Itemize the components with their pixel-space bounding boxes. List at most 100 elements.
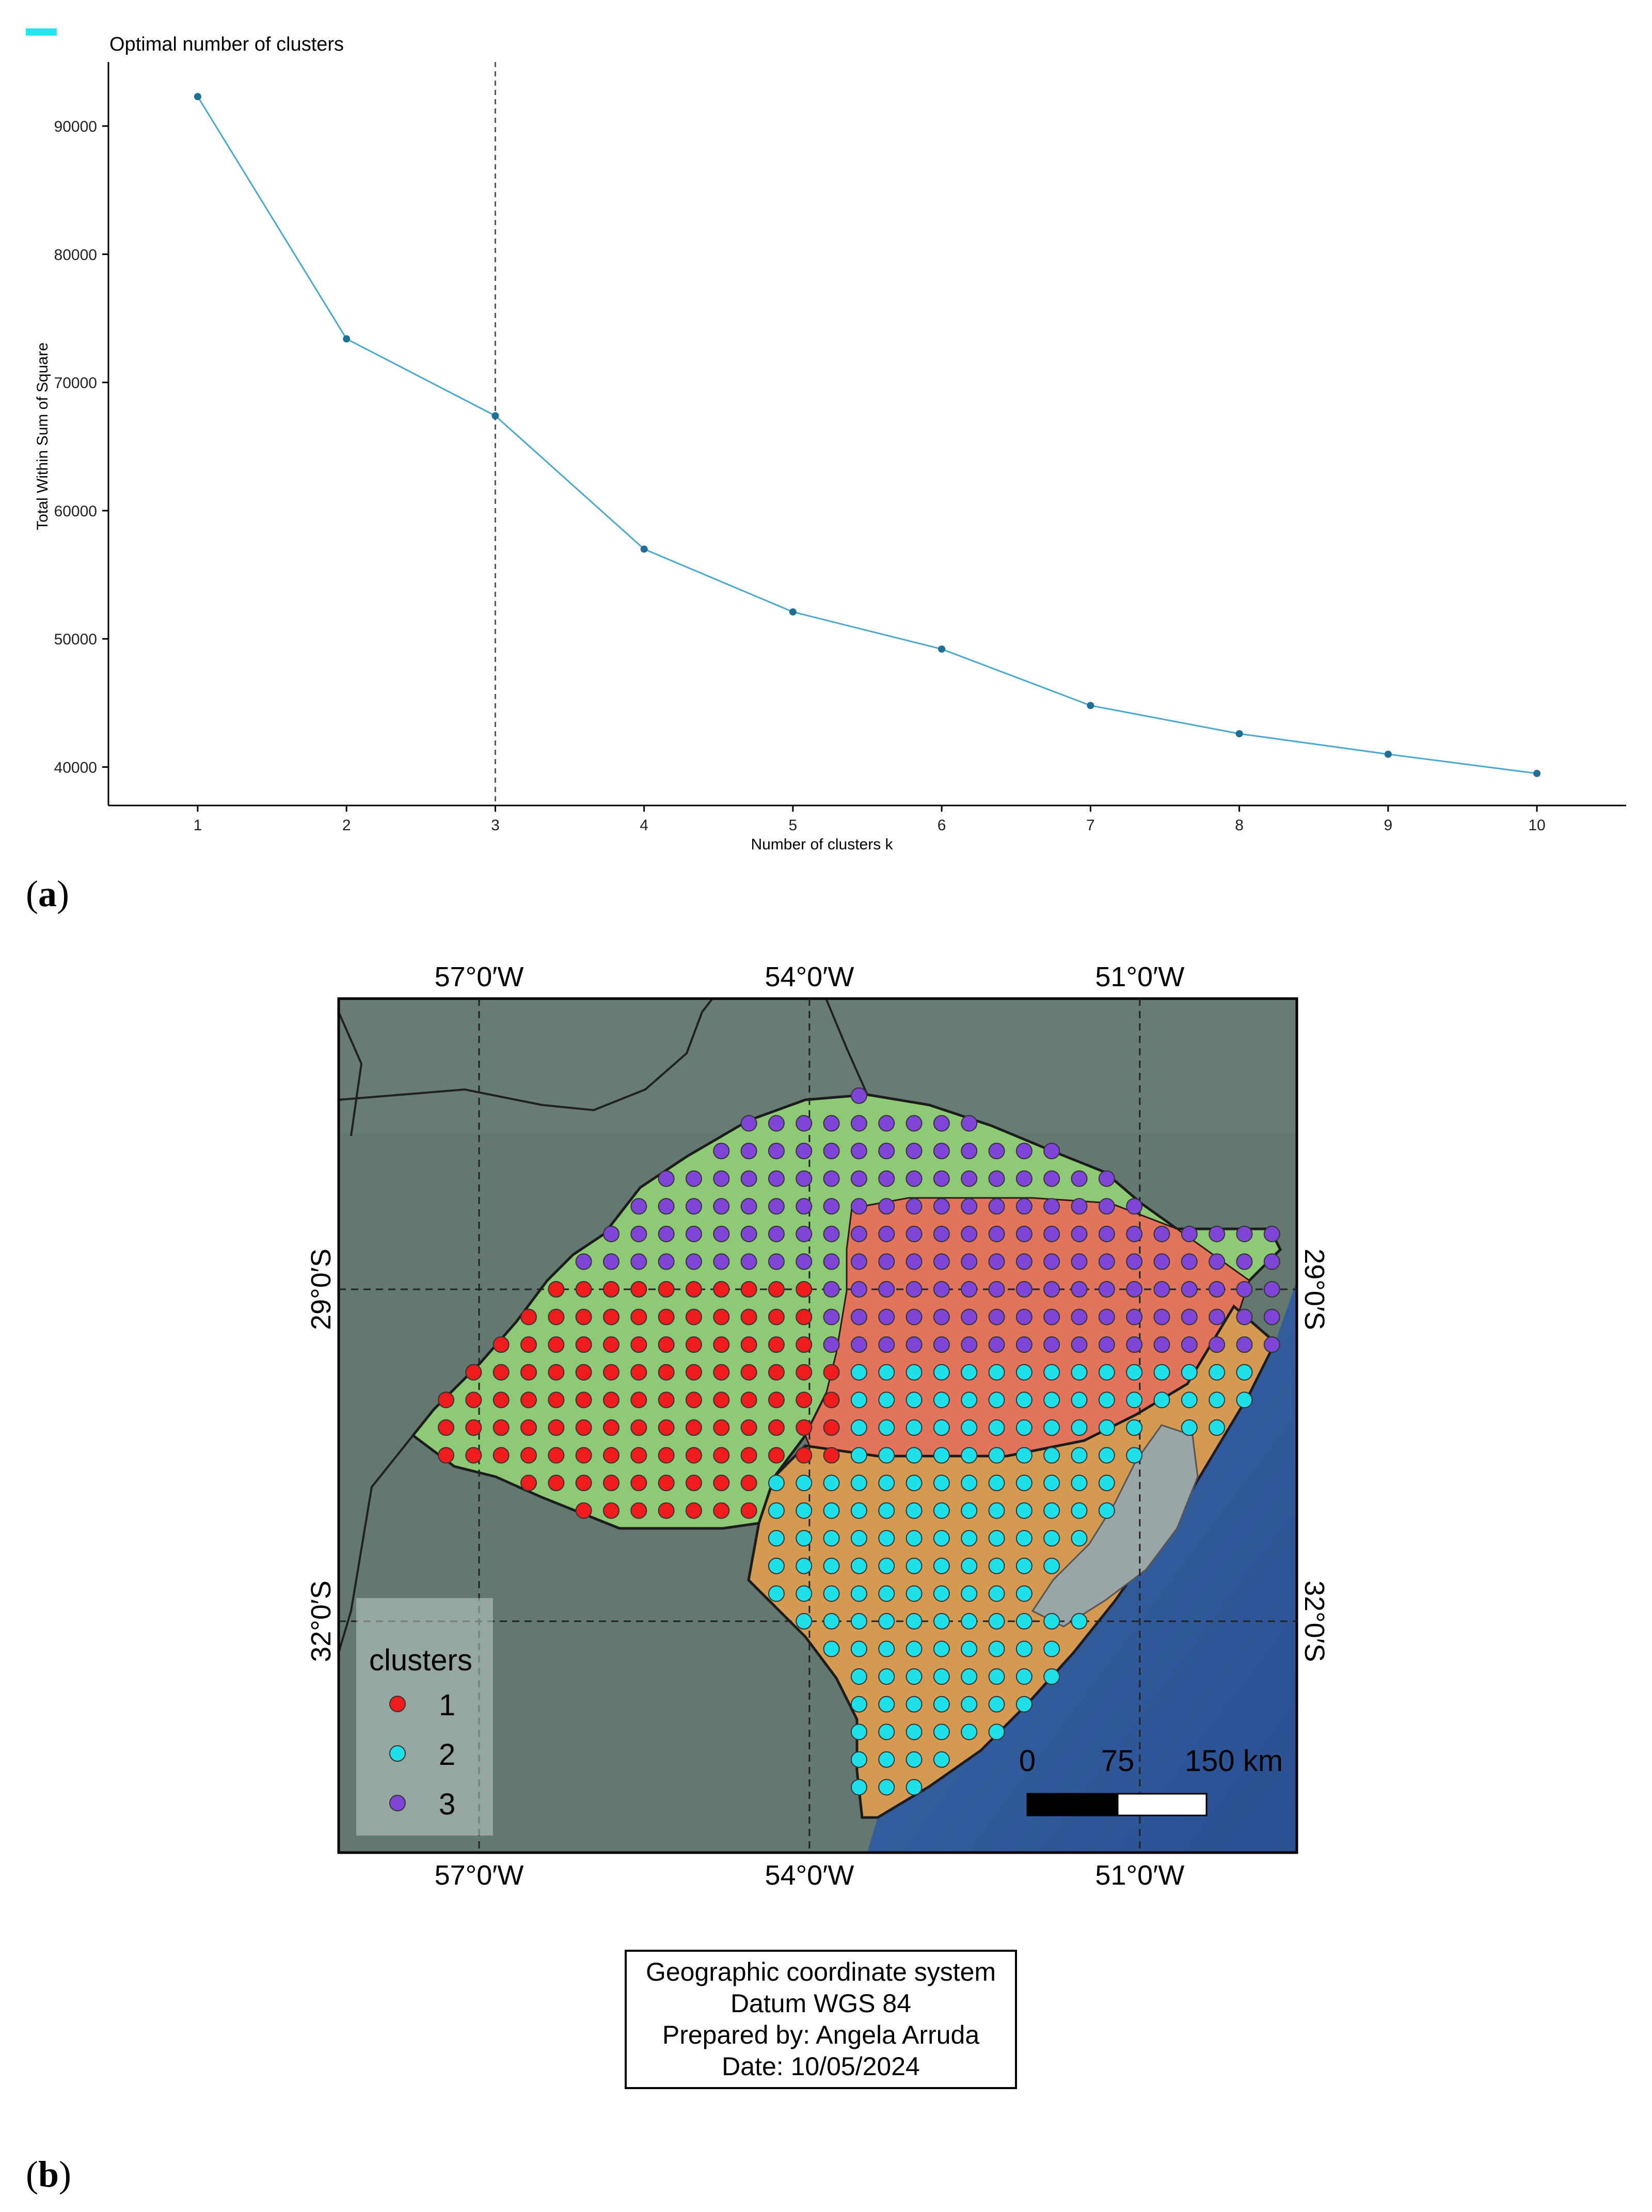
- cluster-point-1: [630, 1281, 647, 1298]
- cluster-point-1: [602, 1419, 620, 1436]
- cluster-point-2: [850, 1392, 867, 1409]
- cluster-point-3: [1043, 1336, 1060, 1353]
- data-point: [789, 608, 797, 616]
- cluster-point-2: [961, 1640, 978, 1657]
- legend-label-3: 3: [439, 1788, 455, 1821]
- cluster-point-2: [1071, 1392, 1088, 1409]
- cluster-point-2: [933, 1364, 950, 1381]
- cluster-point-2: [1071, 1502, 1088, 1519]
- cluster-point-3: [1236, 1225, 1253, 1242]
- cluster-point-2: [850, 1668, 867, 1685]
- cluster-point-2: [878, 1724, 895, 1741]
- info-line-crs: Geographic coordinate system: [645, 1957, 996, 1986]
- cluster-point-2: [1043, 1447, 1060, 1464]
- cluster-point-2: [878, 1364, 895, 1381]
- cluster-point-1: [658, 1475, 675, 1492]
- cluster-point-3: [850, 1198, 867, 1215]
- cluster-point-2: [850, 1640, 867, 1657]
- cluster-point-3: [906, 1143, 923, 1160]
- cluster-point-3: [796, 1170, 813, 1187]
- cluster-point-3: [1236, 1253, 1253, 1270]
- cluster-point-3: [850, 1170, 867, 1187]
- cluster-point-2: [1043, 1475, 1060, 1492]
- cluster-point-2: [1071, 1447, 1088, 1464]
- cluster-point-2: [1098, 1475, 1115, 1492]
- legend-label-1: 1: [439, 1688, 455, 1722]
- cluster-point-3: [961, 1170, 978, 1187]
- cluster-point-3: [630, 1253, 647, 1270]
- cluster-point-3: [1209, 1308, 1226, 1325]
- legend-title: clusters: [369, 1644, 472, 1677]
- cluster-point-2: [796, 1613, 813, 1630]
- cluster-point-2: [1071, 1475, 1088, 1492]
- cluster-point-2: [850, 1724, 867, 1741]
- cluster-point-3: [713, 1198, 730, 1215]
- cluster-point-1: [768, 1308, 785, 1325]
- cluster-point-1: [602, 1281, 620, 1298]
- cluster-point-2: [933, 1475, 950, 1492]
- cluster-point-1: [630, 1308, 647, 1325]
- cluster-point-3: [823, 1170, 840, 1187]
- cluster-point-2: [1015, 1502, 1032, 1519]
- cluster-point-2: [850, 1530, 867, 1547]
- cluster-point-1: [520, 1308, 537, 1325]
- cluster-point-2: [988, 1502, 1005, 1519]
- cluster-point-3: [1236, 1308, 1253, 1325]
- cluster-point-3: [850, 1253, 867, 1270]
- cluster-point-3: [961, 1198, 978, 1215]
- cluster-point-3: [1153, 1281, 1170, 1298]
- y-tick-label: 80000: [54, 246, 97, 263]
- cluster-point-3: [1263, 1225, 1280, 1242]
- data-point: [1235, 730, 1243, 737]
- cluster-point-2: [850, 1613, 867, 1630]
- cluster-point-3: [685, 1198, 702, 1215]
- cluster-point-1: [602, 1308, 620, 1325]
- cluster-point-3: [796, 1253, 813, 1270]
- panel-label-b: (b): [26, 2154, 72, 2195]
- cluster-point-1: [740, 1392, 757, 1409]
- cluster-point-1: [658, 1336, 675, 1353]
- cluster-point-3: [1209, 1225, 1226, 1242]
- cluster-point-1: [658, 1308, 675, 1325]
- cluster-point-3: [1153, 1308, 1170, 1325]
- longitude-labels: 57°0′W 57°0′W 54°0′W 54°0′W 51°0′W 51°0′W: [435, 961, 1185, 1891]
- cluster-point-2: [906, 1668, 923, 1685]
- cluster-point-1: [548, 1392, 565, 1409]
- cluster-point-3: [878, 1308, 895, 1325]
- cluster-point-2: [1071, 1364, 1088, 1381]
- chart-title: Optimal number of clusters: [109, 34, 344, 55]
- cluster-point-1: [548, 1281, 565, 1298]
- cluster-point-3: [961, 1308, 978, 1325]
- cluster-point-3: [1071, 1170, 1088, 1187]
- cluster-point-1: [520, 1475, 537, 1492]
- cluster-point-3: [1098, 1308, 1115, 1325]
- cluster-point-2: [1043, 1419, 1060, 1436]
- cluster-point-2: [1015, 1475, 1032, 1492]
- cluster-point-3: [713, 1253, 730, 1270]
- cluster-point-2: [1015, 1668, 1032, 1685]
- cluster-point-3: [878, 1170, 895, 1187]
- cluster-point-2: [1153, 1392, 1170, 1409]
- cluster-point-1: [575, 1475, 592, 1492]
- x-tick-label: 2: [342, 817, 351, 834]
- cluster-point-1: [575, 1392, 592, 1409]
- cluster-point-3: [988, 1143, 1005, 1160]
- cluster-point-2: [878, 1475, 895, 1492]
- cluster-point-2: [878, 1668, 895, 1685]
- cluster-point-2: [768, 1475, 785, 1492]
- cluster-point-3: [1071, 1253, 1088, 1270]
- cluster-point-2: [850, 1364, 867, 1381]
- cluster-point-2: [796, 1530, 813, 1547]
- cluster-point-3: [575, 1253, 592, 1270]
- cluster-point-2: [878, 1613, 895, 1630]
- cluster-point-1: [713, 1308, 730, 1325]
- cluster-point-2: [1098, 1502, 1115, 1519]
- cluster-point-2: [988, 1640, 1005, 1657]
- cluster-point-3: [988, 1336, 1005, 1353]
- cluster-point-1: [493, 1392, 510, 1409]
- cluster-point-1: [493, 1419, 510, 1436]
- cluster-point-3: [658, 1253, 675, 1270]
- cluster-point-3: [740, 1225, 757, 1242]
- cluster-point-3: [988, 1308, 1005, 1325]
- cluster-point-3: [1236, 1336, 1253, 1353]
